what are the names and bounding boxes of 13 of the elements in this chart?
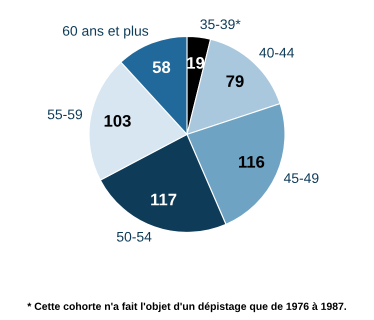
slice-label: 55-59 (48, 109, 82, 120)
data-label: 58 (152, 61, 170, 74)
data-label: 117 (151, 194, 176, 206)
slice-label: 60 ans et plus (62, 26, 148, 39)
data-label: 116 (239, 156, 264, 168)
data-label: 79 (226, 75, 244, 88)
slice-label: 50-54 (116, 232, 152, 242)
slice-label: 40-44 (259, 48, 294, 58)
data-label: 103 (104, 114, 131, 127)
text: * Cette cohorte n'a fait l'objet d'un dépistage que de 1976 à 1987. (27, 302, 346, 312)
slice-label: 45-49 (284, 173, 318, 184)
data-label: 19 (187, 57, 204, 69)
slice-label: 35-39* (200, 19, 241, 30)
